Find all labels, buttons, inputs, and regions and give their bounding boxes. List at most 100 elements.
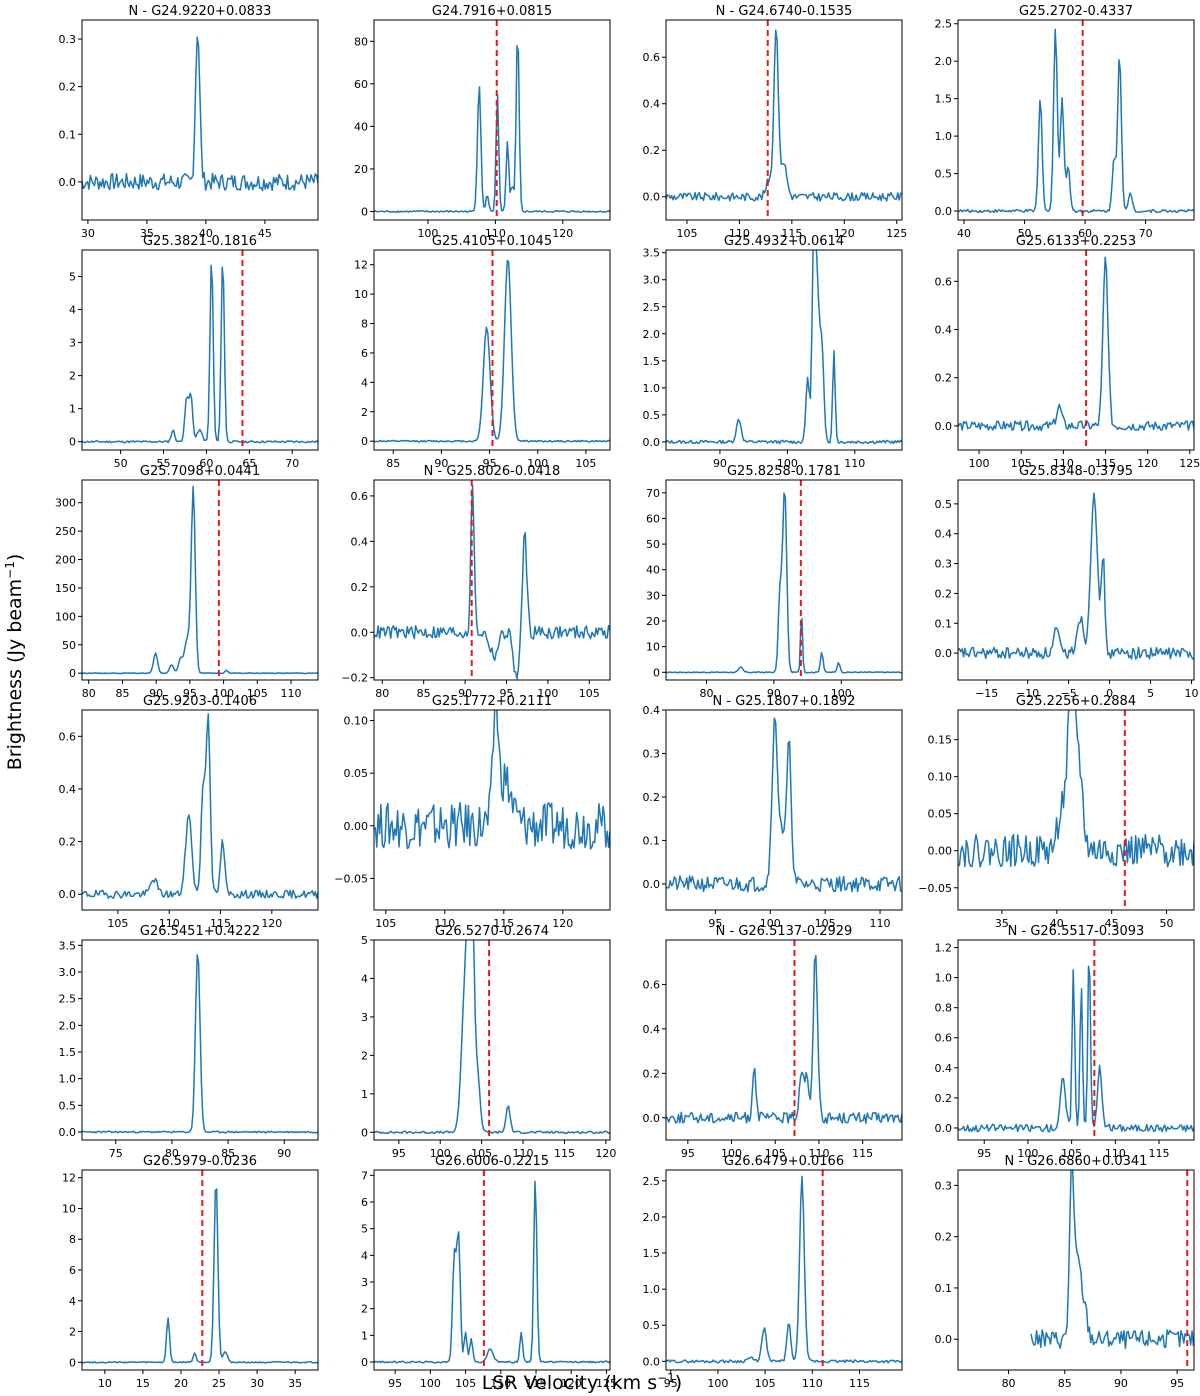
x-tick-label: 120 bbox=[552, 227, 573, 240]
y-tick-label: 0.10 bbox=[344, 715, 369, 728]
x-axis-label: LSR Velocity (km s−1) bbox=[482, 1371, 682, 1394]
y-tick-label: 0.2 bbox=[935, 587, 953, 600]
x-tick-label: 115 bbox=[852, 1147, 873, 1160]
x-tick-label: 110 bbox=[808, 1147, 829, 1160]
spectrum-line bbox=[666, 1175, 902, 1364]
x-tick-label: −5 bbox=[1061, 687, 1077, 700]
spectrum-panel: G25.4105+0.1045 85 90 95 100 105 0 2 4 6 8 10 12 bbox=[354, 234, 611, 470]
panel-title: N - G26.5517-0.3093 bbox=[1008, 924, 1145, 939]
y-tick-label: 2.5 bbox=[643, 1175, 661, 1188]
x-tick-label: 100 bbox=[417, 227, 438, 240]
axes-frame bbox=[665, 939, 903, 1141]
x-tick-label: 105 bbox=[471, 1147, 492, 1160]
axes-frame bbox=[81, 19, 319, 221]
y-tick-label: 10 bbox=[646, 641, 660, 654]
y-tick-label: 100 bbox=[55, 610, 76, 623]
spectrum-line bbox=[82, 1188, 318, 1364]
y-tick-label: 0.3 bbox=[59, 33, 77, 46]
x-tick-label: 85 bbox=[221, 1147, 235, 1160]
y-tick-label: 4 bbox=[361, 376, 368, 389]
x-tick-label: 20 bbox=[174, 1377, 188, 1390]
y-tick-label: 0.4 bbox=[935, 1062, 953, 1075]
y-tick-label: 0.8 bbox=[935, 1002, 953, 1015]
y-tick-label: 0.3 bbox=[935, 558, 953, 571]
y-tick-label: 1.0 bbox=[935, 972, 953, 985]
x-tick-label: −15 bbox=[975, 687, 998, 700]
spectrum-line bbox=[82, 36, 318, 192]
spectrum-panel: N - G24.9220+0.0833 30 35 40 45 0.0 0.1 0.2 0.3 bbox=[59, 4, 319, 240]
x-tick-label: 40 bbox=[199, 227, 213, 240]
x-tick-label: 105 bbox=[107, 917, 128, 930]
y-tick-label: 7 bbox=[361, 1169, 368, 1182]
y-tick-label: 2 bbox=[361, 406, 368, 419]
x-tick-label: 105 bbox=[455, 1377, 476, 1390]
y-tick-label: 70 bbox=[646, 487, 660, 500]
y-tick-label: 2 bbox=[361, 1303, 368, 1316]
spectrum-panel: G24.7916+0.0815 100 110 120 0 20 40 60 80 bbox=[354, 4, 611, 240]
y-tick-label: 0.0 bbox=[643, 1112, 661, 1125]
panel-title: G25.8258-0.1781 bbox=[727, 464, 841, 479]
x-tick-label: 85 bbox=[115, 687, 129, 700]
x-tick-label: 110 bbox=[1053, 457, 1074, 470]
panel-title: N - G25.8026-0.0418 bbox=[424, 464, 561, 479]
x-tick-label: 40 bbox=[957, 227, 971, 240]
x-tick-label: 35 bbox=[995, 917, 1009, 930]
spectrum-panel: G25.6133+0.2253 100 105 110 115 120 125 0.0 0.2 0… bbox=[935, 234, 1200, 470]
y-tick-label: 250 bbox=[55, 525, 76, 538]
x-tick-label: 80 bbox=[165, 1147, 179, 1160]
axes-frame bbox=[665, 709, 903, 911]
x-tick-label: 100 bbox=[721, 1147, 742, 1160]
x-tick-label: 45 bbox=[258, 227, 272, 240]
spectrum-line bbox=[666, 492, 902, 674]
axes-frame bbox=[665, 1169, 903, 1371]
y-tick-label: 5 bbox=[69, 270, 76, 283]
y-tick-label: 2.5 bbox=[59, 993, 77, 1006]
x-tick-label: −10 bbox=[1016, 687, 1039, 700]
x-tick-label: 90 bbox=[767, 687, 781, 700]
y-tick-label: 0.4 bbox=[59, 783, 77, 796]
axes-frame bbox=[373, 939, 611, 1141]
y-tick-label: 0.3 bbox=[935, 1179, 953, 1192]
y-tick-label: 40 bbox=[646, 564, 660, 577]
x-tick-label: 100 bbox=[537, 687, 558, 700]
y-tick-label: 2.0 bbox=[643, 328, 661, 341]
x-tick-label: 120 bbox=[552, 917, 573, 930]
x-tick-label: 115 bbox=[493, 917, 514, 930]
y-tick-label: 0.0 bbox=[59, 176, 77, 189]
x-tick-label: 0 bbox=[1106, 687, 1113, 700]
y-tick-label: 60 bbox=[354, 78, 368, 91]
y-tick-label: 0.6 bbox=[643, 978, 661, 991]
spectrum-line bbox=[666, 250, 902, 445]
panel-title: G25.4105+0.1045 bbox=[432, 234, 552, 249]
y-tick-label: −0.05 bbox=[918, 882, 952, 895]
spectrum-line bbox=[374, 259, 610, 443]
spectrum-line bbox=[958, 256, 1194, 432]
y-tick-label: 0.1 bbox=[935, 617, 953, 630]
spectrum-panel: G26.5270-0.2674 95 100 105 110 115 120 0 1 2 3 4 5 bbox=[361, 924, 616, 1160]
spectrum-panel: G26.6479+0.0166 95 100 105 110 115 0.0 0.5 1.0 1.… bbox=[643, 1154, 903, 1390]
spectrum-line bbox=[958, 710, 1194, 868]
x-tick-label: 90 bbox=[434, 457, 448, 470]
x-tick-label: 100 bbox=[527, 457, 548, 470]
y-tick-label: 0.0 bbox=[643, 878, 661, 891]
x-tick-label: 100 bbox=[1017, 1147, 1038, 1160]
y-tick-label: 0.0 bbox=[643, 1355, 661, 1368]
panel-title: N - G26.6860+0.0341 bbox=[1005, 1154, 1148, 1169]
y-tick-label: 0.0 bbox=[643, 191, 661, 204]
x-tick-label: 10 bbox=[98, 1377, 112, 1390]
spectrum-panel: N - G26.5517-0.3093 95 100 105 110 115 0.0 0.2 0… bbox=[935, 924, 1195, 1160]
x-tick-label: 100 bbox=[831, 687, 852, 700]
x-tick-label: 35 bbox=[140, 227, 154, 240]
y-tick-label: 0.15 bbox=[928, 734, 953, 747]
y-tick-label: 0 bbox=[361, 1126, 368, 1139]
x-tick-label: 120 bbox=[261, 917, 282, 930]
spectrum-panel: N - G25.1807+0.1892 95 100 105 110 0.0 0.1 0.2 0… bbox=[643, 694, 903, 930]
panel-title: G25.3821-0.1816 bbox=[143, 234, 257, 249]
y-tick-label: 0.10 bbox=[928, 771, 953, 784]
x-tick-label: 110 bbox=[513, 1147, 534, 1160]
y-tick-label: 2.0 bbox=[59, 1019, 77, 1032]
x-tick-label: 80 bbox=[82, 687, 96, 700]
y-tick-label: 1.0 bbox=[643, 382, 661, 395]
spectrum-panel: G25.4932+0.0614 90 100 110 0.0 0.5 1.0 1.5 2.0 2.… bbox=[643, 234, 903, 470]
y-tick-label: 1 bbox=[69, 403, 76, 416]
